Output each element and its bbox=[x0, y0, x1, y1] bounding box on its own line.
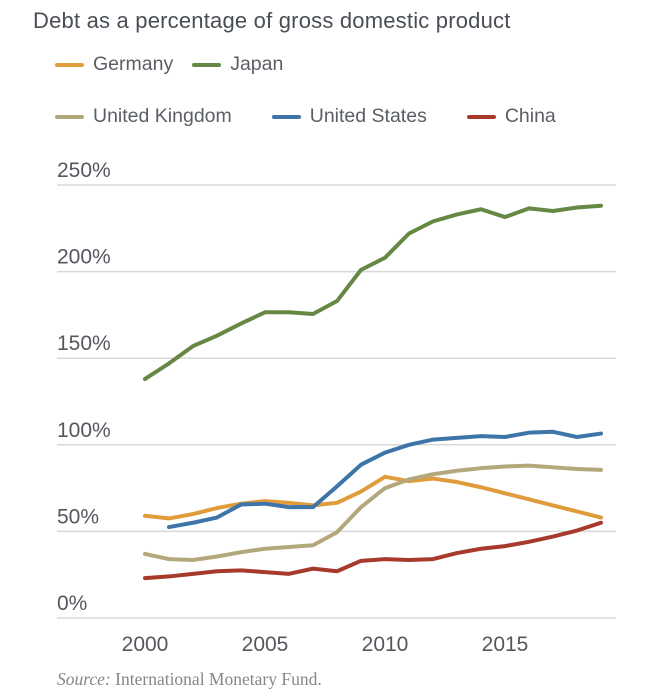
legend-row-2: United Kingdom United States China bbox=[55, 105, 556, 128]
y-axis-label-150%: 150% bbox=[57, 332, 111, 355]
chart-title: Debt as a percentage of gross domestic p… bbox=[33, 8, 511, 33]
china-line-swatch-icon bbox=[466, 114, 496, 119]
united-kingdom-line-swatch-icon bbox=[55, 114, 84, 119]
legend-row-1: Germany Japan bbox=[55, 53, 283, 76]
legend-item-germany[interactable]: Germany bbox=[55, 53, 173, 76]
source-text: International Monetary Fund. bbox=[115, 669, 322, 689]
legend-label-united-states: United States bbox=[309, 105, 427, 127]
germany-line-swatch-icon bbox=[55, 62, 84, 67]
y-axis-label-50%: 50% bbox=[57, 505, 99, 528]
line-china bbox=[143, 520, 603, 581]
japan-line-swatch-icon bbox=[192, 62, 222, 67]
legend-label-germany: Germany bbox=[93, 53, 174, 75]
legend-label-japan: Japan bbox=[230, 53, 284, 75]
source-note: Source: International Monetary Fund. bbox=[57, 669, 322, 690]
y-axis-label-100%: 100% bbox=[57, 419, 111, 442]
legend-label-china: China bbox=[504, 105, 556, 127]
y-axis-label-250%: 250% bbox=[57, 159, 111, 182]
line-japan bbox=[143, 203, 603, 381]
x-axis-label-2010: 2010 bbox=[362, 633, 409, 656]
x-axis-label-2015: 2015 bbox=[482, 633, 529, 656]
legend-item-japan[interactable]: Japan bbox=[192, 53, 283, 76]
line-chart-plot-area: 0% 50% 100% 150% 200% 250% 2000 2005 2010 2015 bbox=[57, 159, 616, 656]
y-axis-label-0%: 0% bbox=[57, 592, 87, 615]
legend-item-united-states[interactable]: United States bbox=[271, 105, 427, 128]
source-prefix: Source: bbox=[57, 669, 111, 689]
x-axis-label-2005: 2005 bbox=[242, 633, 289, 656]
x-axis-label-2000: 2000 bbox=[122, 633, 169, 656]
legend-label-united-kingdom: United Kingdom bbox=[93, 105, 232, 127]
line-united-states bbox=[167, 429, 603, 530]
legend-item-china[interactable]: China bbox=[466, 105, 556, 128]
united-states-line-swatch-icon bbox=[271, 114, 301, 119]
legend-item-united-kingdom[interactable]: United Kingdom bbox=[55, 105, 232, 128]
line-united-kingdom bbox=[143, 463, 603, 562]
y-axis-label-200%: 200% bbox=[57, 246, 111, 269]
line-germany bbox=[143, 474, 603, 521]
